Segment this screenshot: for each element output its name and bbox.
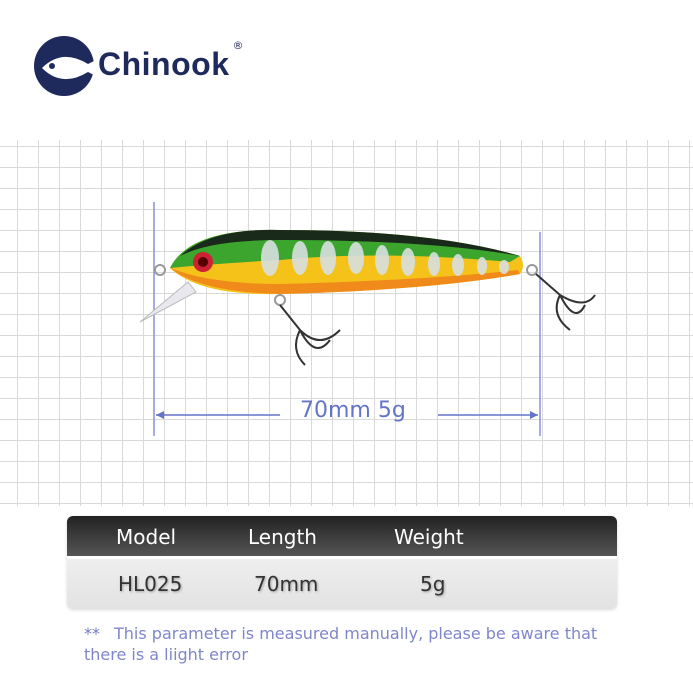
note-text: This parameter is measured manually, ple… bbox=[84, 624, 598, 664]
cell-length: 70mm bbox=[254, 572, 319, 596]
disclaimer-note: ** This parameter is measured manually, p… bbox=[84, 623, 614, 665]
table-header: Model Length Weight bbox=[67, 516, 617, 556]
registered-mark: ® bbox=[232, 39, 244, 52]
header-model: Model bbox=[116, 525, 177, 549]
header-weight: Weight bbox=[394, 525, 464, 549]
brand-logo: Chinook ® bbox=[34, 34, 274, 98]
measurement-grid bbox=[0, 140, 693, 506]
fish-logo-icon bbox=[34, 36, 96, 96]
brand-wordmark: Chinook ® bbox=[98, 40, 243, 84]
brand-name: Chinook bbox=[98, 46, 230, 82]
measurement-label: 70mm 5g bbox=[300, 398, 406, 423]
cell-model: HL025 bbox=[118, 572, 183, 596]
table-row: HL025 70mm 5g bbox=[67, 556, 617, 609]
note-marker: ** bbox=[84, 624, 100, 643]
spec-table: Model Length Weight HL025 70mm 5g bbox=[67, 516, 617, 609]
cell-weight: 5g bbox=[420, 572, 446, 596]
header-length: Length bbox=[248, 525, 317, 549]
fishing-lure-image bbox=[139, 202, 596, 436]
